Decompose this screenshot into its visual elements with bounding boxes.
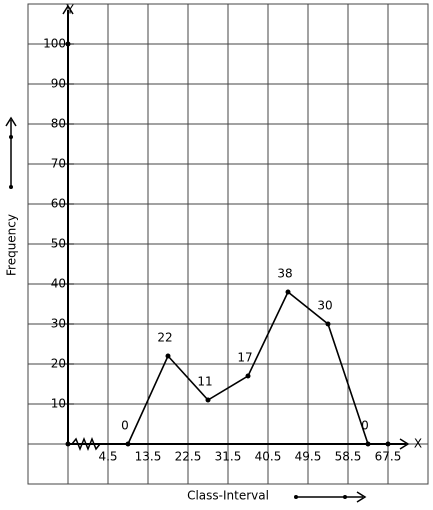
y-axis-name: Y — [65, 3, 74, 17]
decor-arrows — [5, 116, 367, 503]
data-label: 0 — [361, 419, 369, 433]
point — [285, 289, 291, 295]
data-label: 0 — [121, 419, 129, 433]
grid — [28, 4, 428, 484]
y-tick-label: 40 — [51, 277, 66, 291]
data-label: 30 — [317, 299, 332, 313]
line — [127, 290, 369, 445]
x-axis-name: X — [414, 437, 422, 451]
axes — [62, 4, 410, 452]
data-label: 17 — [237, 351, 252, 365]
point — [325, 321, 331, 327]
y-tick-label: 10 — [51, 397, 66, 411]
y-tick-label: 100 — [43, 37, 66, 51]
data-label: 22 — [157, 331, 172, 345]
y-tick-label: 60 — [51, 197, 66, 211]
y-tick-label: 90 — [51, 77, 66, 91]
y-axis-label: Frequency — [5, 214, 19, 276]
x-tick-label: 22.5 — [175, 450, 202, 464]
x-tick-label: 13.5 — [135, 450, 162, 464]
point — [365, 441, 371, 447]
y-tick-label: 50 — [51, 237, 66, 251]
y-tick-label: 20 — [51, 357, 66, 371]
data-label: 11 — [197, 375, 212, 389]
point — [205, 397, 211, 403]
x-tick-label: 67.5 — [375, 450, 402, 464]
x-tick-label: 58.5 — [335, 450, 362, 464]
x-tick-label: 49.5 — [295, 450, 322, 464]
x-tick-label: 4.5 — [98, 450, 117, 464]
data-label: 38 — [277, 267, 292, 281]
y-tick-label: 70 — [51, 157, 66, 171]
point — [165, 353, 171, 359]
x-axis-label: Class-Interval — [187, 489, 269, 503]
point — [125, 441, 131, 447]
y-tick-label: 30 — [51, 317, 66, 331]
x-tick-label: 31.5 — [215, 450, 242, 464]
y-tick-label: 80 — [51, 117, 66, 131]
point — [245, 373, 251, 379]
x-tick-label: 40.5 — [255, 450, 282, 464]
